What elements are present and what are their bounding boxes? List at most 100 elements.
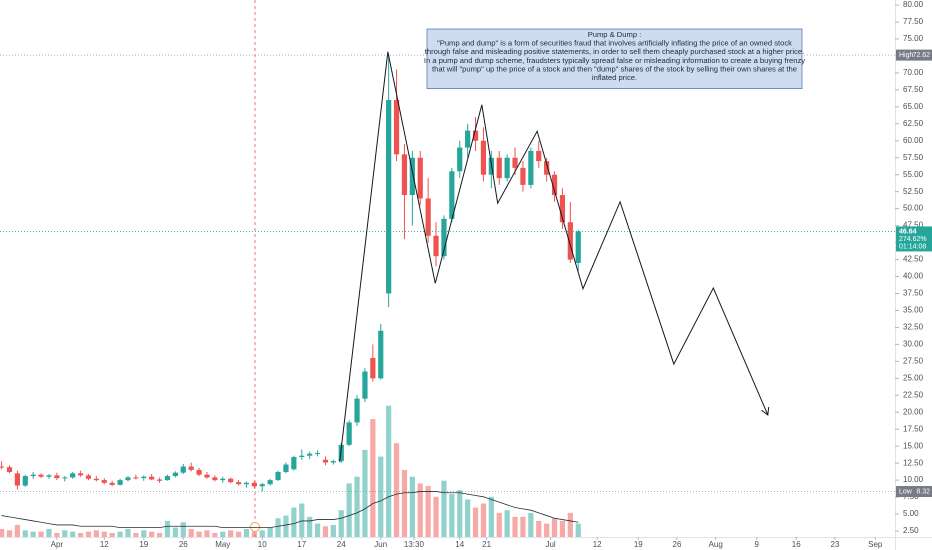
y-tick-label: 10.00 [903, 475, 924, 484]
volume-bar [156, 532, 163, 537]
candle-body [465, 130, 471, 148]
x-tick-label: 26 [673, 540, 682, 549]
candle-body [22, 476, 28, 486]
high-value: 72.62 [912, 52, 930, 59]
volume-bar [393, 443, 400, 537]
candle-body [30, 474, 36, 477]
candle-body [536, 150, 542, 162]
volume-bar [38, 531, 44, 537]
volume-bar [409, 476, 415, 537]
volume-bar [536, 520, 542, 537]
candle-body [85, 475, 92, 479]
candle-body [425, 198, 431, 236]
y-tick-label: 80.00 [903, 0, 924, 9]
volume-bar [77, 532, 84, 537]
candle-body [472, 130, 479, 141]
y-tick-label: 62.50 [903, 119, 924, 128]
candle-body [496, 157, 502, 179]
y-tick-label: 35.00 [903, 306, 924, 315]
volume-bar [417, 483, 423, 537]
volume-bar [457, 490, 463, 537]
volume-bar [575, 523, 581, 537]
candle-body [212, 477, 218, 481]
x-tick-label: 12 [593, 540, 602, 549]
candle-body [133, 477, 139, 479]
volume-bar [267, 527, 273, 537]
candle-body [307, 453, 313, 456]
volume-bar [401, 470, 408, 537]
volume-bar [362, 449, 368, 537]
x-tick-label: 19 [634, 540, 643, 549]
volume-bar [354, 476, 360, 537]
volume-bar [220, 531, 226, 537]
volume-bar [235, 531, 242, 537]
x-tick-label: 21 [482, 540, 491, 549]
x-tick-label: 13:30 [404, 540, 425, 549]
candle-body [338, 444, 344, 462]
volume-bar [62, 530, 68, 537]
volume-bar [314, 523, 321, 537]
candle-body [54, 475, 60, 479]
y-tick-label: 25.00 [903, 373, 924, 382]
earnings-icon[interactable] [250, 522, 260, 532]
x-tick-label: Apr [51, 540, 64, 549]
volume-bar [346, 483, 352, 537]
candle-body [251, 482, 257, 487]
y-tick-label: 77.50 [903, 17, 924, 26]
volume-bar [433, 496, 439, 537]
y-tick-label: 52.50 [903, 187, 924, 196]
volume-bar [567, 512, 573, 537]
volume-bar [425, 486, 431, 537]
volume-bar [141, 530, 147, 537]
candle-body [433, 235, 439, 257]
candle-body [149, 476, 155, 480]
volume-bar [544, 523, 550, 537]
volume-bar [283, 515, 289, 537]
candle-body [346, 422, 352, 445]
volume-bar [196, 531, 202, 537]
y-tick-label: 20.00 [903, 407, 924, 416]
candle-body [401, 154, 408, 196]
candle-body [172, 472, 178, 477]
candle-body [259, 484, 265, 487]
volume-bar [14, 524, 20, 537]
candle-body [14, 473, 20, 486]
candle-body [156, 479, 163, 481]
candle-body [62, 477, 68, 479]
candle-body [243, 482, 250, 485]
y-tick-label: 70.00 [903, 68, 924, 77]
candle-body [220, 478, 226, 481]
candle-body [204, 474, 210, 478]
candle-body [322, 459, 329, 463]
annotation-line: through false and misleading positive st… [425, 47, 804, 56]
volume-bar [251, 531, 257, 537]
candle-body [354, 398, 360, 423]
high-tag [896, 49, 932, 61]
volume-bar [85, 531, 92, 537]
candle-body [386, 100, 392, 294]
candle-body [362, 371, 368, 399]
candle-body [180, 466, 186, 473]
volume-bar [299, 503, 305, 537]
candle-body [378, 330, 384, 379]
x-tick-label: 26 [179, 540, 188, 549]
candle-body [512, 157, 518, 168]
volume-bar [125, 528, 131, 537]
volume-bar [149, 531, 155, 537]
candle-body [109, 482, 115, 485]
annotation-line: that will "pump" up the price of a stock… [432, 64, 797, 73]
candle-body [567, 222, 573, 260]
y-tick-label: 57.50 [903, 153, 924, 162]
y-tick-label: 32.50 [903, 323, 924, 332]
pump-dump-drawing [339, 51, 768, 462]
volume-bar [243, 528, 250, 537]
y-tick-label: 42.50 [903, 255, 924, 264]
candle-body [125, 477, 131, 481]
x-tick-label: 17 [297, 540, 306, 549]
current-change: 274.62% [899, 236, 927, 243]
y-tick-label: 5.00 [903, 509, 919, 518]
candle-body [291, 457, 297, 470]
volume-ma-line [1, 491, 579, 529]
